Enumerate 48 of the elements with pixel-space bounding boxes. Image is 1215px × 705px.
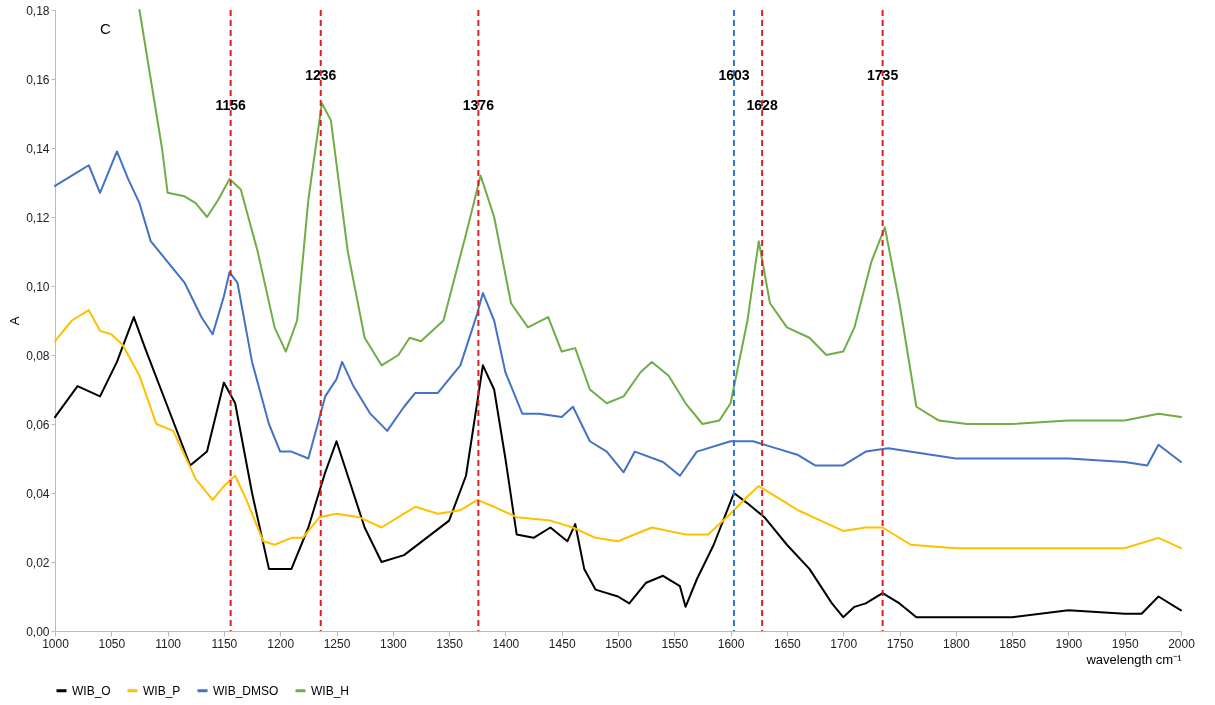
x-tick-label: 1100 bbox=[155, 636, 182, 651]
ref-line-label: 1603 bbox=[718, 67, 750, 83]
line-series bbox=[54, 316, 1182, 619]
y-tick-label: 0,18 bbox=[26, 3, 50, 18]
y-tick-label: 0,00 bbox=[26, 624, 50, 639]
x-tick-label: 1700 bbox=[830, 636, 858, 651]
x-tick-label: 1350 bbox=[436, 636, 464, 651]
annotation: C bbox=[100, 20, 111, 37]
y-tick-label: 0,12 bbox=[26, 210, 50, 225]
y-tick-label: 0,08 bbox=[26, 348, 50, 363]
x-tick-label: 1800 bbox=[942, 636, 970, 651]
y-tick-label: 0,14 bbox=[26, 141, 50, 156]
y-tick-label: 0,10 bbox=[26, 279, 50, 294]
x-axis-title: wavelength cm⁻¹ bbox=[1085, 651, 1183, 667]
x-tick-label: 1650 bbox=[774, 636, 802, 651]
x-tick-label: 1450 bbox=[548, 636, 576, 651]
x-tick-label: 1950 bbox=[1111, 636, 1139, 651]
x-tick-label: 1000 bbox=[42, 636, 70, 651]
x-tick-label: 1500 bbox=[605, 636, 633, 651]
ref-line-label: 1376 bbox=[462, 97, 495, 113]
x-tick-label: 1050 bbox=[98, 636, 126, 651]
y-tick-label: 0,16 bbox=[26, 72, 50, 87]
x-tick-label: 2000 bbox=[1168, 636, 1196, 651]
x-tick-label: 1550 bbox=[661, 636, 689, 651]
legend-label: WIB_DMSO bbox=[213, 683, 279, 698]
x-tick-label: 1250 bbox=[323, 636, 351, 651]
x-tick-label: 1750 bbox=[886, 636, 914, 651]
ref-line-label: 1236 bbox=[305, 67, 337, 83]
x-tick-label: 1400 bbox=[492, 636, 520, 651]
x-tick-label: 1900 bbox=[1055, 636, 1083, 651]
y-tick-label: 0,04 bbox=[26, 486, 50, 501]
x-tick-label: 1150 bbox=[211, 636, 238, 651]
x-tick-label: 1600 bbox=[717, 636, 745, 651]
line-series bbox=[54, 150, 1182, 477]
y-tick-label: 0,02 bbox=[26, 555, 50, 570]
legend-label: WIB_O bbox=[72, 683, 111, 698]
legend-label: WIB_P bbox=[143, 683, 181, 698]
legend-label: WIB_H bbox=[311, 683, 350, 698]
ref-line-label: 1156 bbox=[215, 97, 247, 113]
ref-line-label: 1628 bbox=[746, 97, 778, 113]
x-tick-label: 1300 bbox=[379, 636, 407, 651]
line-series bbox=[54, 309, 1182, 550]
line-series bbox=[138, 9, 1182, 425]
x-tick-label: 1200 bbox=[267, 636, 295, 651]
ref-line-label: 1735 bbox=[867, 67, 899, 83]
y-axis-title: A bbox=[7, 316, 23, 326]
y-tick-label: 0,06 bbox=[26, 417, 50, 432]
x-tick-label: 1850 bbox=[999, 636, 1027, 651]
